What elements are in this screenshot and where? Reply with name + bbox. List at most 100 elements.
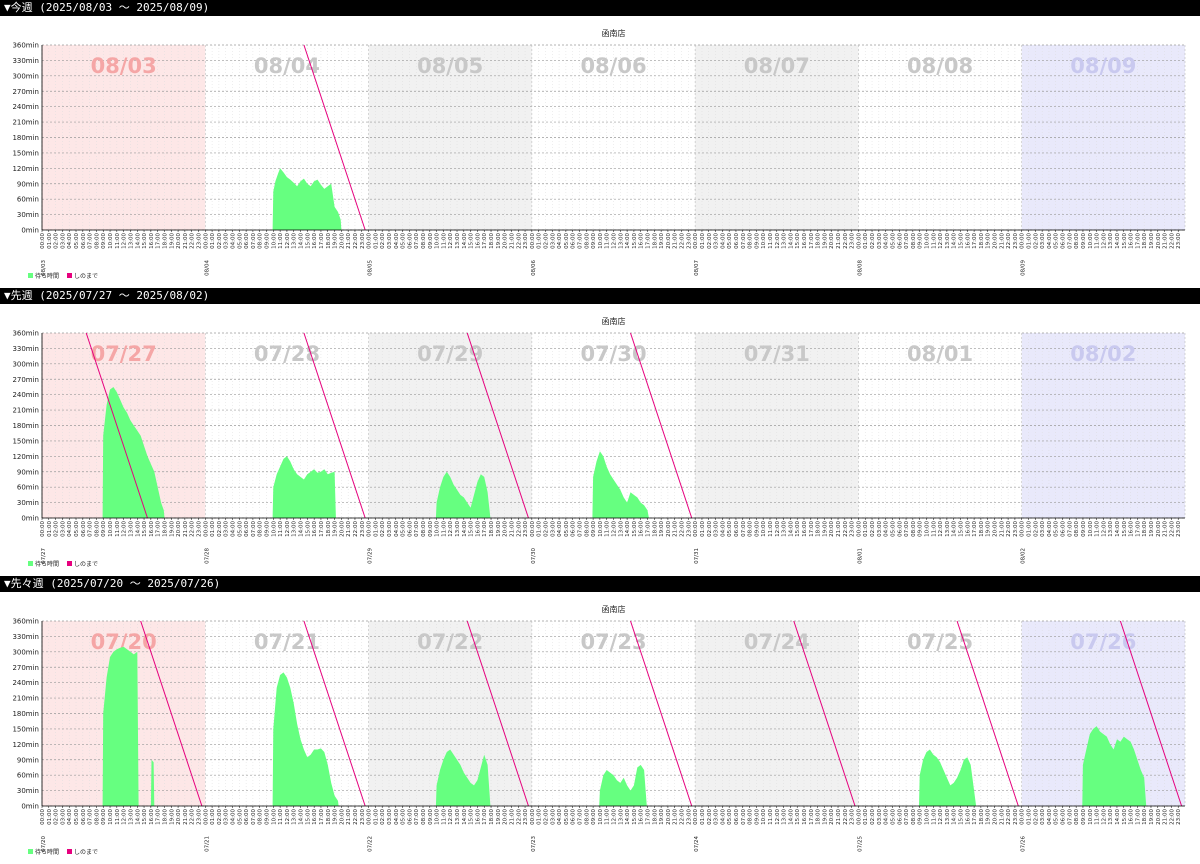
x-tick-label: 15:00 [142, 521, 148, 537]
x-tick-label: 20:00 [993, 233, 999, 249]
chart-title: 函南店 [602, 28, 626, 38]
x-tick-label: 17:00 [482, 809, 488, 825]
x-tick-label: 12:00 [1101, 809, 1107, 825]
until-line [466, 332, 529, 519]
x-tick-label: 04:00 [720, 233, 726, 249]
wait-area [272, 672, 339, 806]
x-tick-label: 11:00 [605, 233, 611, 249]
x-tick-label: 08:00 [584, 809, 590, 825]
x-tick-label: 04:00 [720, 521, 726, 537]
x-tick-label: 10:00 [924, 521, 930, 537]
x-tick-label: 22:00 [680, 521, 686, 537]
x-tick-label: 02:00 [543, 521, 549, 537]
wait-area [599, 764, 647, 806]
x-date-label: 07/22 [368, 836, 374, 852]
x-tick-label: 01:00 [537, 521, 543, 537]
x-tick-label: 21:00 [183, 233, 189, 249]
x-tick-label: 17:00 [1135, 233, 1141, 249]
x-tick-label: 12:00 [285, 233, 291, 249]
x-tick-label: 09:00 [265, 521, 271, 537]
day-label: 07/30 [580, 342, 646, 366]
until-line [466, 620, 529, 807]
x-tick-label: 00:00 [856, 809, 862, 825]
x-tick-label: 05:00 [1054, 233, 1060, 249]
x-tick-label: 23:00 [1176, 809, 1182, 825]
x-tick-label: 23:00 [360, 233, 366, 249]
x-tick-label: 20:00 [993, 809, 999, 825]
x-tick-label: 11:00 [278, 809, 284, 825]
x-tick-label: 00:00 [1020, 521, 1026, 537]
x-tick-label: 10:00 [1088, 521, 1094, 537]
x-tick-label: 22:00 [190, 521, 196, 537]
day-label: 08/09 [1070, 54, 1136, 78]
y-tick-label: 360min [12, 618, 39, 626]
x-tick-label: 21:00 [346, 809, 352, 825]
x-tick-label: 02:00 [217, 233, 223, 249]
x-tick-label: 04:00 [557, 809, 563, 825]
day-label: 07/25 [907, 630, 973, 654]
x-tick-label: 16:00 [965, 233, 971, 249]
x-tick-label: 13:00 [945, 521, 951, 537]
x-tick-label: 07:00 [251, 233, 257, 249]
x-tick-label: 01:00 [863, 809, 869, 825]
x-tick-label: 14:00 [788, 233, 794, 249]
day-label: 07/23 [580, 630, 646, 654]
x-tick-label: 05:00 [1054, 521, 1060, 537]
x-tick-label: 18:00 [326, 233, 332, 249]
x-tick-label: 17:00 [319, 521, 325, 537]
x-tick-label: 13:00 [1108, 809, 1114, 825]
x-tick-label: 23:00 [1013, 809, 1019, 825]
x-tick-label: 07:00 [251, 809, 257, 825]
day-label: 07/28 [254, 342, 320, 366]
y-tick-label: 240min [12, 679, 39, 687]
x-tick-label: 12:00 [448, 233, 454, 249]
x-tick-label: 02:00 [380, 521, 386, 537]
x-tick-label: 10:00 [924, 233, 930, 249]
y-tick-label: 180min [12, 710, 39, 718]
x-tick-label: 11:00 [1095, 809, 1101, 825]
x-tick-label: 03:00 [387, 233, 393, 249]
y-tick-label: 60min [17, 196, 39, 204]
y-tick-label: 30min [17, 211, 39, 219]
until-line [85, 332, 148, 519]
x-tick-label: 06:00 [897, 809, 903, 825]
day-label: 07/31 [744, 342, 810, 366]
x-tick-label: 08:00 [421, 521, 427, 537]
x-tick-label: 17:00 [646, 521, 652, 537]
x-tick-label: 17:00 [809, 521, 815, 537]
y-tick-label: 150min [12, 149, 39, 157]
x-tick-label: 09:00 [1081, 233, 1087, 249]
x-tick-label: 19:00 [986, 809, 992, 825]
x-tick-label: 04:00 [67, 809, 73, 825]
x-tick-label: 15:00 [1122, 809, 1128, 825]
x-tick-label: 20:00 [1156, 521, 1162, 537]
x-tick-label: 08:00 [94, 521, 100, 537]
x-tick-label: 11:00 [768, 809, 774, 825]
x-tick-label: 17:00 [809, 809, 815, 825]
wait-area [102, 387, 165, 518]
x-tick-label: 03:00 [1040, 809, 1046, 825]
x-tick-label: 15:00 [1122, 233, 1128, 249]
x-tick-label: 08:00 [258, 521, 264, 537]
wait-area [919, 749, 977, 806]
x-tick-label: 11:00 [441, 809, 447, 825]
x-tick-label: 00:00 [530, 521, 536, 537]
wait-area [1082, 726, 1147, 806]
x-tick-label: 16:00 [639, 809, 645, 825]
x-tick-label: 20:00 [666, 521, 672, 537]
x-tick-label: 09:00 [101, 521, 107, 537]
wait-area [592, 451, 649, 518]
x-tick-label: 21:00 [509, 809, 515, 825]
x-tick-label: 23:00 [1176, 233, 1182, 249]
x-tick-label: 06:00 [734, 809, 740, 825]
y-tick-label: 30min [17, 787, 39, 795]
x-tick-label: 17:00 [1135, 521, 1141, 537]
x-tick-label: 16:00 [312, 809, 318, 825]
x-tick-label: 01:00 [700, 809, 706, 825]
x-tick-label: 18:00 [489, 521, 495, 537]
x-tick-label: 16:00 [1129, 809, 1135, 825]
x-date-label: 07/23 [531, 836, 537, 852]
x-tick-label: 04:00 [67, 233, 73, 249]
x-tick-label: 09:00 [754, 521, 760, 537]
x-tick-label: 21:00 [1163, 809, 1169, 825]
